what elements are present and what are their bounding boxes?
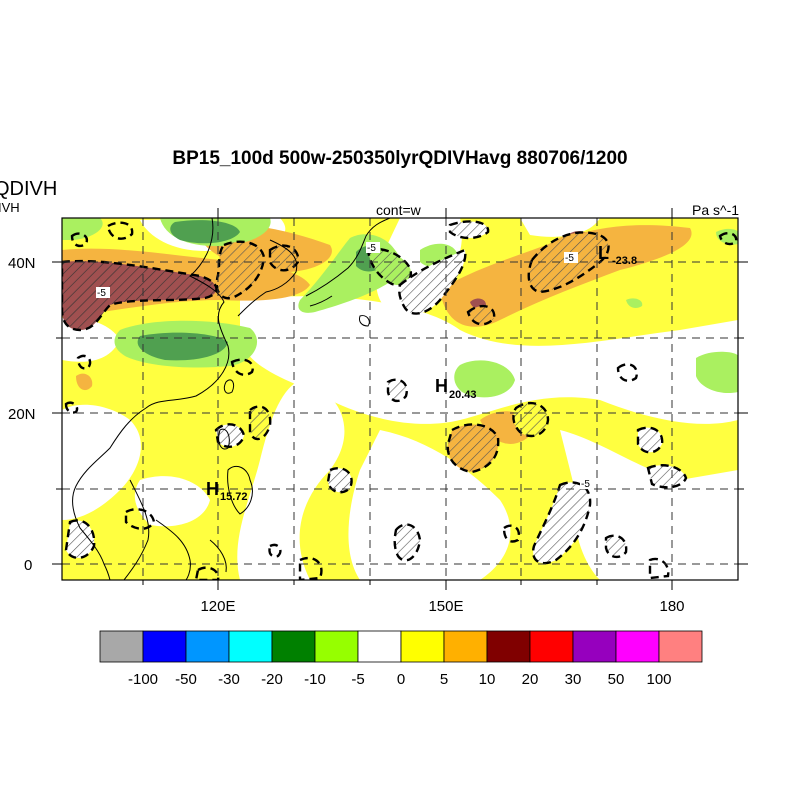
map-grid: [62, 218, 738, 580]
colorbar-swatch: [572, 630, 617, 663]
contour-label: -5: [97, 288, 106, 299]
colorbar-label: 20: [522, 671, 539, 688]
colorbar-label: -10: [304, 671, 326, 688]
variable-label: QDIVH: [0, 178, 58, 200]
colorbar-label: 50: [608, 671, 625, 688]
colorbar-swatch: [271, 630, 316, 663]
colorbar-swatch: [314, 630, 359, 663]
colorbar-label: 10: [479, 671, 496, 688]
colorbar-swatch: [486, 630, 531, 663]
contour-note: cont=w: [376, 202, 421, 218]
colorbar-swatch: [142, 630, 187, 663]
lat-label: 20N: [8, 406, 36, 423]
marker-letter: H: [206, 479, 219, 499]
colorbar: -100 -50 -30 -20 -10 -5 0 5 10 20 30 50 100: [99, 630, 703, 688]
units-label: Pa s^-1: [692, 202, 740, 218]
colorbar-swatch: [185, 630, 230, 663]
colorbar-label: -50: [175, 671, 197, 688]
colorbar-label: 30: [565, 671, 582, 688]
contour-labels: -5 -5 -5 -5: [96, 242, 594, 490]
map-field: [62, 218, 738, 580]
colorbar-swatch: [658, 630, 703, 663]
contour-label: -5: [565, 253, 574, 264]
pressure-markers: H 20.43 H 15.72 L -23.8: [206, 243, 637, 503]
variable-sublabel: IVH: [0, 200, 20, 215]
colorbar-label: 5: [440, 671, 448, 688]
colorbar-swatch: [529, 630, 574, 663]
lon-label: 150E: [428, 598, 463, 615]
lon-label: 180: [659, 598, 684, 615]
marker-value: -23.8: [612, 255, 637, 267]
marker-letter: L: [598, 243, 609, 263]
map-frame: [61, 217, 739, 581]
colorbar-swatch: [99, 630, 144, 663]
marker-letter: H: [435, 376, 448, 396]
latitude-labels: 40N 20N 0: [8, 255, 36, 574]
colorbar-swatch: [400, 630, 445, 663]
contour-label: -5: [581, 479, 590, 490]
lat-label: 40N: [8, 255, 36, 272]
dashed-contours: [64, 221, 738, 580]
colorbar-swatch: [443, 630, 488, 663]
axis-ticks: [52, 208, 748, 590]
colorbar-label: -20: [261, 671, 283, 688]
colorbar-label: -5: [351, 671, 364, 688]
colorbar-label: -30: [218, 671, 240, 688]
longitude-labels: 120E 150E 180: [200, 598, 684, 615]
colorbar-swatch: [615, 630, 660, 663]
chart-title: BP15_100d 500w-250350lyrQDIVHavg 880706/…: [172, 148, 628, 169]
marker-value: 20.43: [449, 389, 477, 401]
colorbar-label: 0: [397, 671, 405, 688]
field-white-regions: [62, 218, 738, 580]
colorbar-label: -100: [128, 671, 158, 688]
lon-label: 120E: [200, 598, 235, 615]
colorbar-swatch: [228, 630, 273, 663]
lat-label: 0: [24, 557, 32, 574]
colorbar-label: 100: [646, 671, 671, 688]
marker-value: 15.72: [220, 491, 248, 503]
colorbar-swatch: [357, 630, 402, 663]
coastlines: [72, 218, 391, 580]
contour-label: -5: [367, 243, 376, 254]
